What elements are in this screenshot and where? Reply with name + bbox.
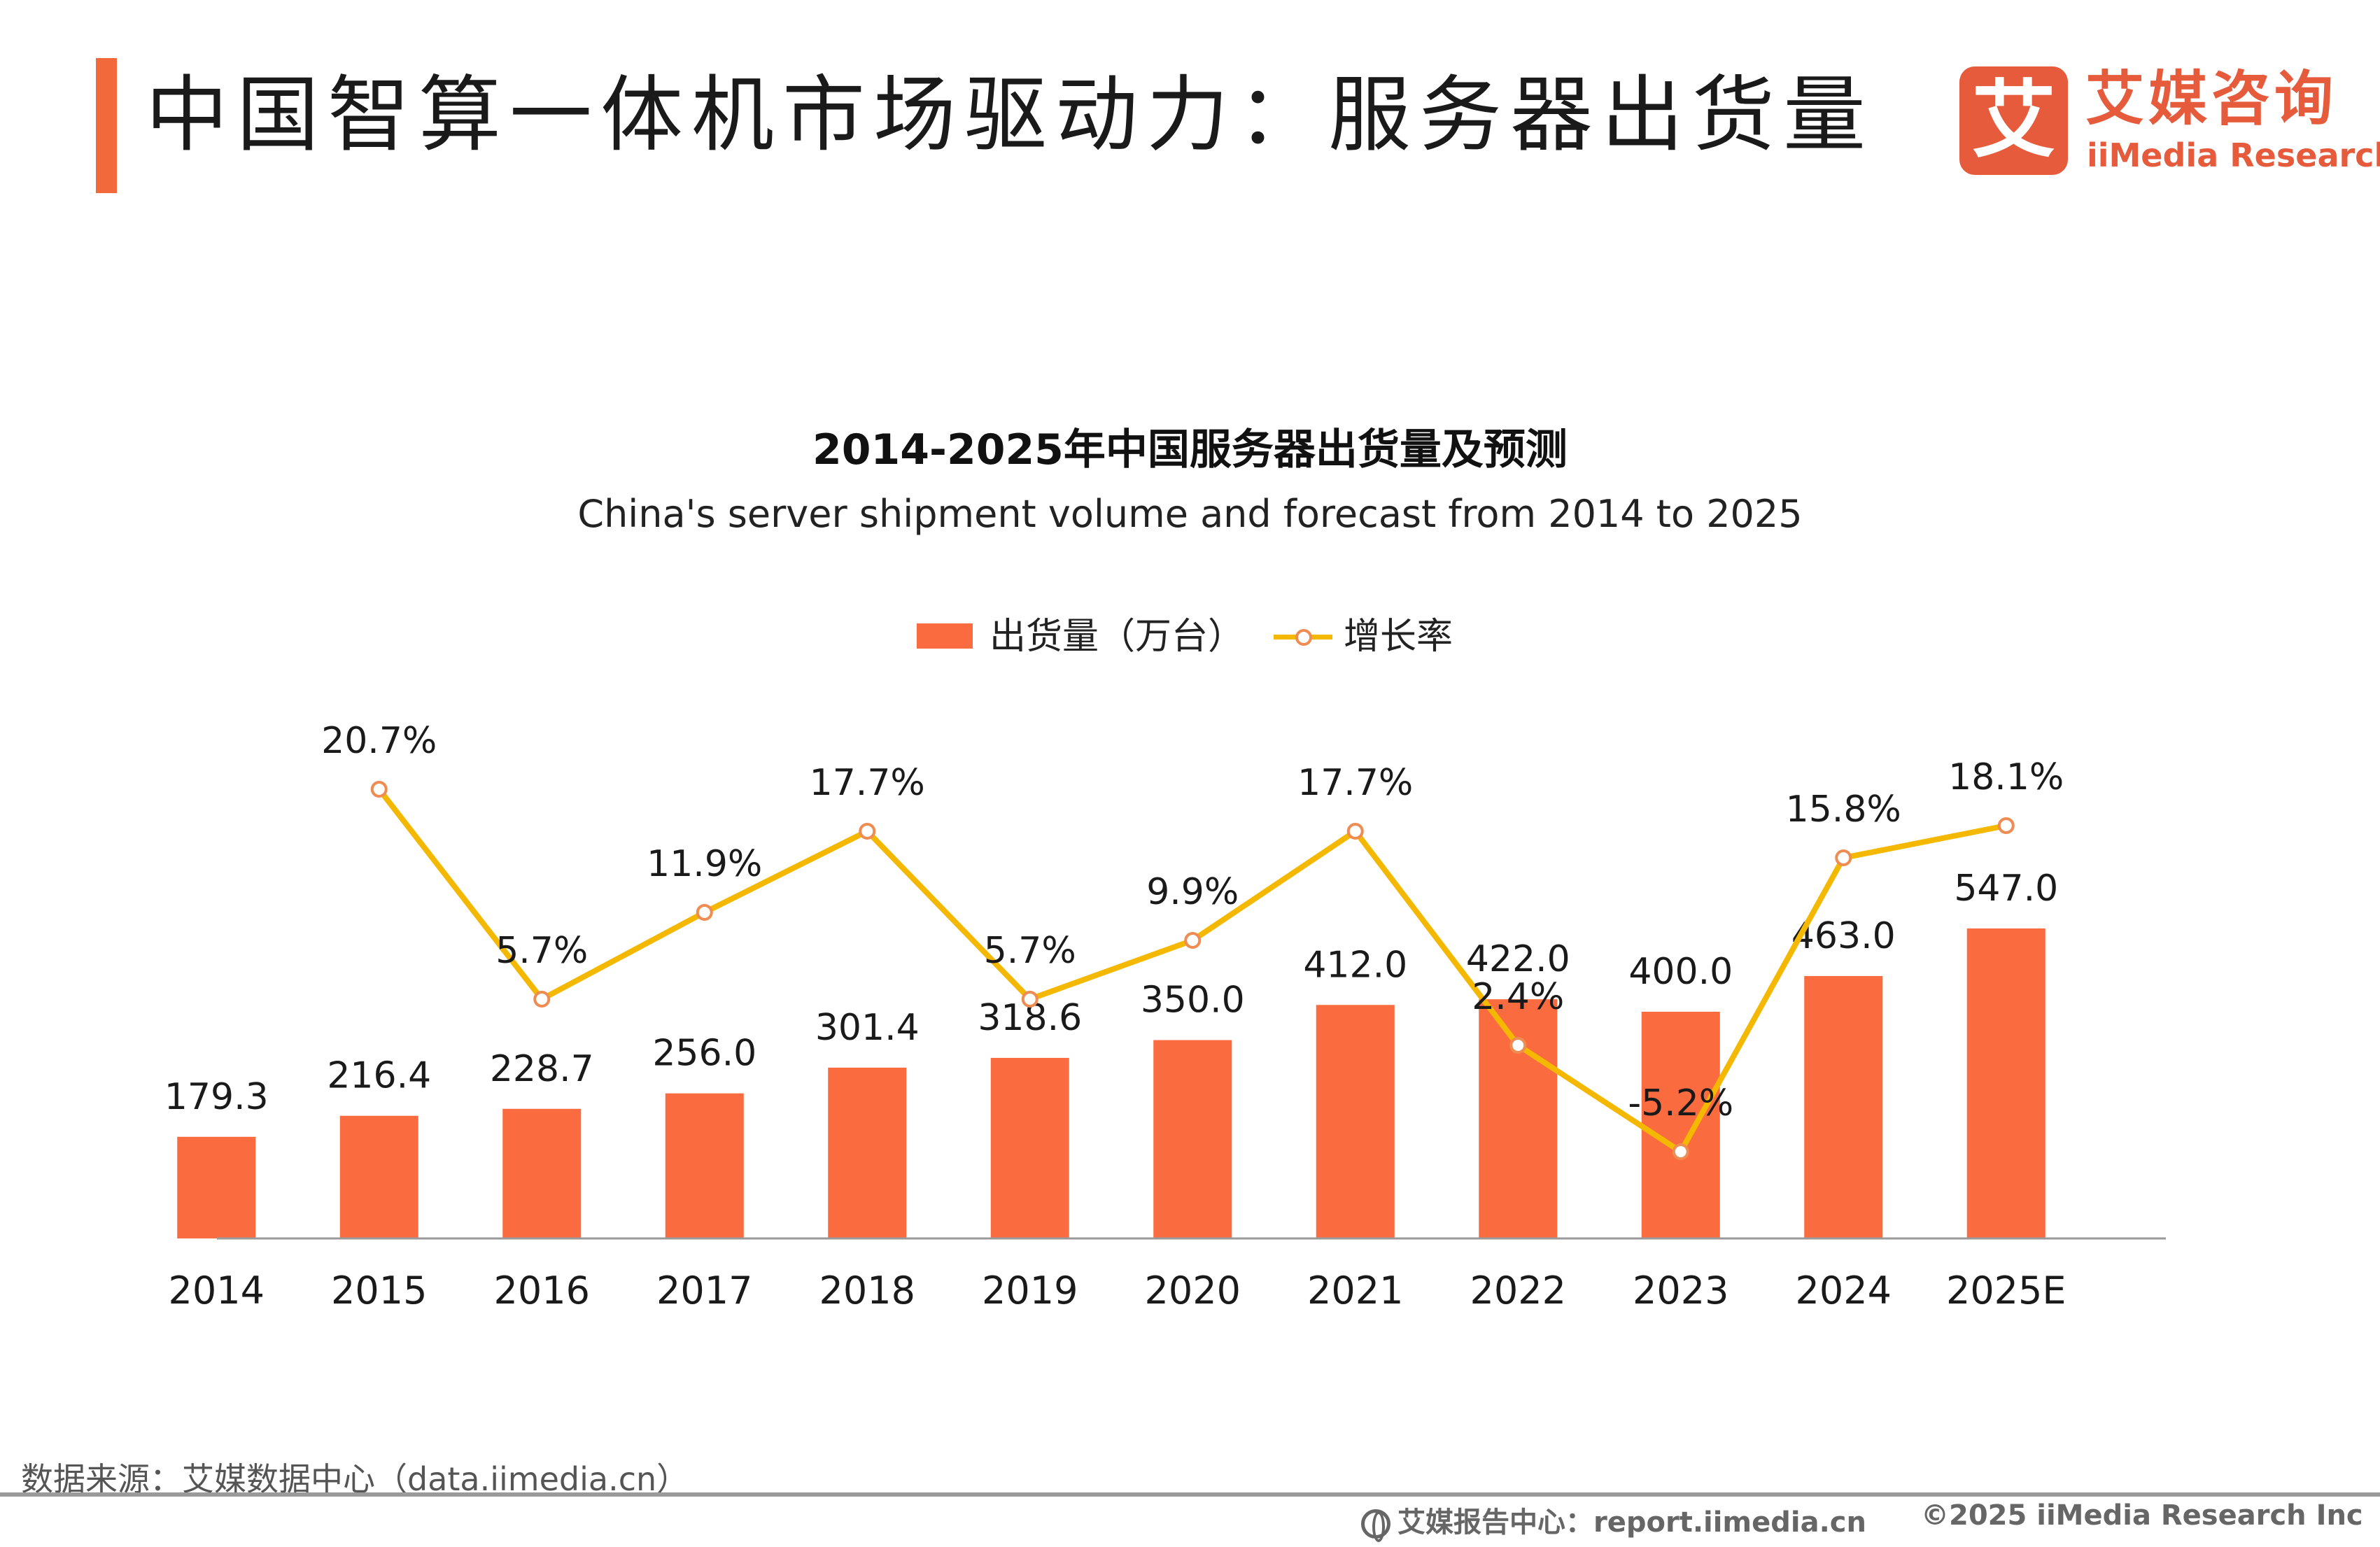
growth-label-2024: 15.8% (1786, 789, 1901, 831)
bar-2017 (665, 1093, 744, 1238)
growth-point-2018 (859, 823, 876, 840)
x-tick-label-2024: 2024 (1796, 1269, 1892, 1313)
bar-value-label-2025E: 547.0 (1954, 868, 2058, 910)
bar-2022 (1479, 999, 1558, 1238)
bar-value-label-2018: 301.4 (815, 1007, 920, 1049)
legend-bar-swatch (917, 623, 973, 649)
growth-label-2020: 9.9% (1146, 871, 1239, 913)
chart-title: 2014-2025年中国服务器出货量及预测 (812, 425, 1568, 474)
bar-value-label-2020: 350.0 (1141, 980, 1245, 1022)
growth-point-2025E (1997, 817, 2015, 834)
footer-copyright: ©2025 iiMedia Research Inc (1921, 1499, 2363, 1532)
x-tick-label-2019: 2019 (982, 1269, 1078, 1313)
title-accent-bar (96, 58, 117, 193)
growth-label-2025E: 18.1% (1948, 756, 2064, 798)
growth-label-2021: 17.7% (1297, 762, 1413, 804)
bar-2018 (828, 1067, 907, 1238)
bar-2023 (1641, 1012, 1720, 1238)
bar-2020 (1153, 1040, 1232, 1238)
footer-divider (0, 1492, 2380, 1497)
logo-mark-icon: 艾 (1959, 66, 2068, 175)
bar-value-label-2015: 216.4 (327, 1055, 431, 1097)
page-title: 中国智算一体机市场驱动力：服务器出货量 (146, 66, 1875, 163)
bar-2025E (1966, 928, 2045, 1238)
x-tick-label-2022: 2022 (1470, 1269, 1566, 1313)
legend-marker-icon (1295, 629, 1312, 646)
growth-label-2017: 11.9% (647, 843, 762, 885)
logo-english-name: iiMedia Research (2087, 136, 2380, 174)
x-tick-label-2014: 2014 (169, 1269, 265, 1313)
growth-label-2018: 17.7% (810, 762, 925, 804)
growth-label-2023: -5.2% (1628, 1082, 1733, 1124)
x-tick-label-2015: 2015 (331, 1269, 427, 1313)
growth-label-2022: 2.4% (1472, 976, 1564, 1018)
growth-point-2016 (533, 991, 551, 1008)
growth-label-2016: 5.7% (495, 930, 588, 972)
data-source-note: 数据来源：艾媒数据中心（data.iimedia.cn） (21, 1460, 689, 1498)
x-tick-label-2017: 2017 (656, 1269, 752, 1313)
bar-2015 (339, 1115, 418, 1238)
legend-label-shipments: 出货量（万台） (990, 616, 1245, 658)
bar-value-label-2014: 179.3 (164, 1076, 269, 1118)
bar-2024 (1804, 975, 1883, 1238)
growth-label-2019: 5.7% (984, 930, 1076, 972)
logo-chinese-name: 艾媒咨询 (2085, 64, 2338, 133)
x-tick-label-2018: 2018 (819, 1269, 915, 1313)
bar-value-label-2022: 422.0 (1466, 938, 1570, 980)
growth-point-2022 (1509, 1037, 1527, 1054)
bar-2016 (502, 1108, 582, 1238)
chart-subtitle: China's server shipment volume and forec… (577, 492, 1803, 536)
bar-value-label-2016: 228.7 (490, 1048, 594, 1090)
x-tick-label-2023: 2023 (1633, 1269, 1728, 1313)
growth-point-2020 (1184, 932, 1202, 949)
growth-point-2023 (1672, 1143, 1689, 1160)
bar-2021 (1316, 1005, 1395, 1238)
bar-2014 (177, 1136, 256, 1238)
bar-value-label-2023: 400.0 (1628, 951, 1733, 993)
growth-label-2015: 20.7% (321, 720, 437, 762)
footer-report-center[interactable]: 艾媒报告中心：report.iimedia.cn (1361, 1499, 1866, 1542)
x-tick-label-2020: 2020 (1145, 1269, 1241, 1313)
growth-point-2019 (1021, 991, 1038, 1008)
growth-point-2021 (1346, 823, 1364, 840)
x-tick-label-2025E: 2025E (1946, 1269, 2066, 1313)
globe-icon (1361, 1509, 1390, 1542)
x-tick-label-2021: 2021 (1307, 1269, 1403, 1313)
growth-point-2015 (370, 781, 388, 798)
bar-value-label-2017: 256.0 (652, 1033, 756, 1075)
footer-report-text: 艾媒报告中心：report.iimedia.cn (1397, 1506, 1866, 1539)
growth-point-2017 (696, 904, 713, 921)
bar-2019 (990, 1057, 1069, 1238)
bar-value-label-2021: 412.0 (1303, 944, 1407, 986)
legend-label-growth: 增长率 (1344, 616, 1453, 658)
x-tick-label-2016: 2016 (494, 1269, 590, 1313)
growth-point-2024 (1835, 849, 1852, 866)
